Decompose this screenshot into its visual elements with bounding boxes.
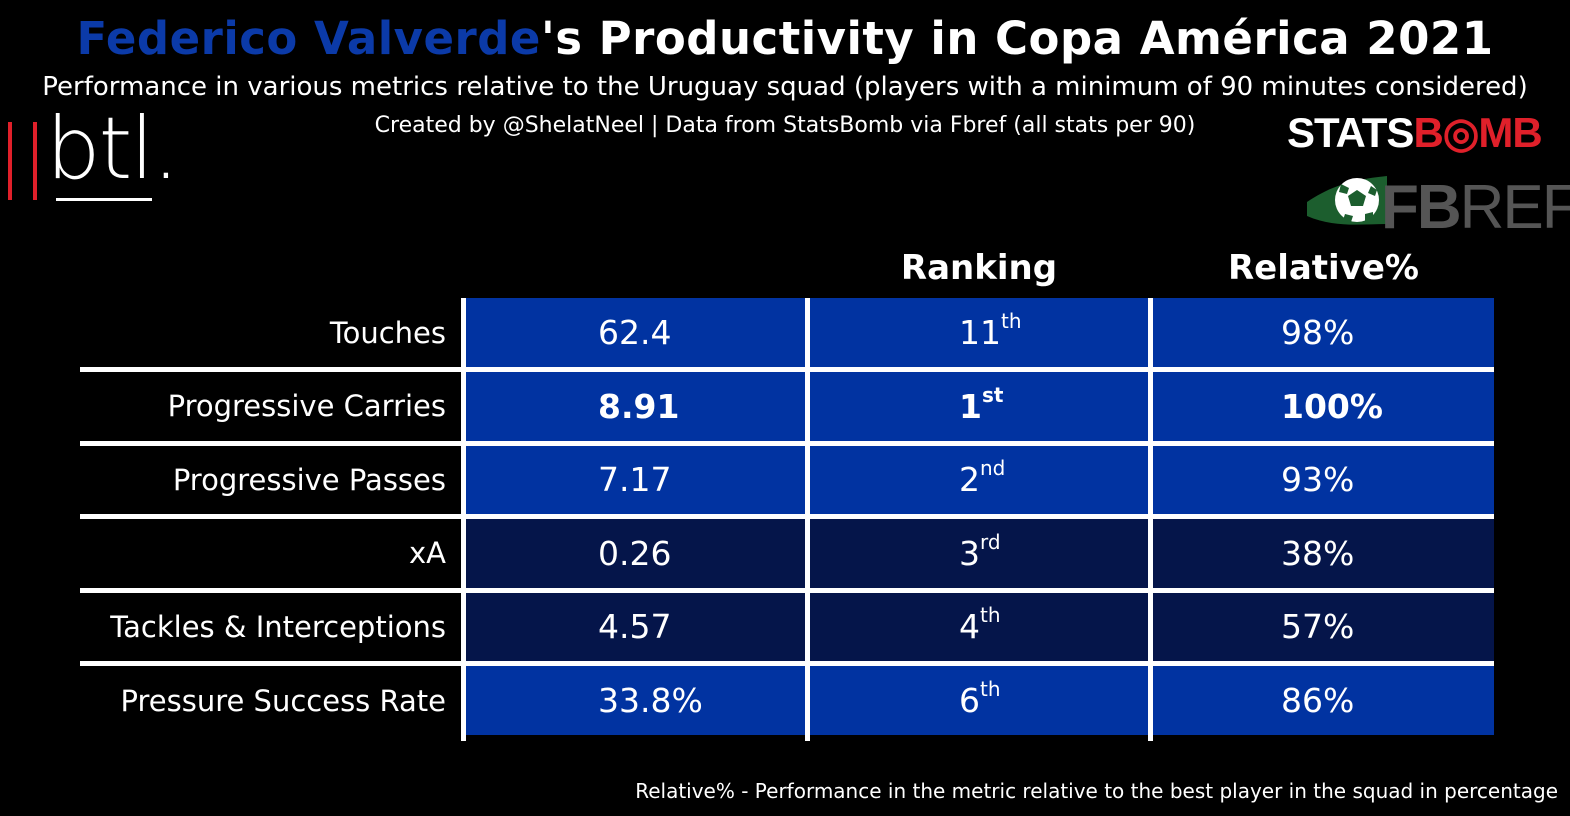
ranking-text: 11th — [809, 311, 1022, 352]
ranking-cell: 1st — [809, 371, 1149, 441]
ranking-suffix: th — [1001, 309, 1022, 333]
statsbomb-logo: STATSB◎MB — [1287, 108, 1543, 157]
column-separator — [1148, 298, 1153, 741]
table-row: xA 0.26 3rd 38% — [80, 518, 1494, 588]
ranking-suffix: th — [980, 603, 1001, 628]
metric-value: 4.57 — [598, 607, 672, 647]
fbref-logo-bold: FB — [1381, 173, 1462, 242]
relative-cell: 57% — [1153, 592, 1494, 662]
row-separator — [80, 367, 1494, 372]
ranking-suffix: nd — [980, 456, 1006, 481]
credit-line: Created by @ShelatNeel | Data from Stats… — [374, 113, 1196, 138]
relative-value: 38% — [1281, 533, 1355, 573]
ranking-cell: 4th — [809, 592, 1149, 662]
metric-label: Progressive Carries — [167, 389, 446, 424]
value-cell: 33.8% — [463, 666, 805, 735]
metric-value: 0.26 — [598, 533, 672, 573]
relative-value: 93% — [1281, 460, 1355, 500]
relative-cell: 98% — [1153, 298, 1494, 367]
relative-cell: 100% — [1153, 371, 1494, 441]
table-row: Tackles & Interceptions 4.57 4th 57% — [80, 592, 1494, 662]
statsbomb-logo-white: STATS — [1287, 109, 1414, 156]
ranking-number: 1 — [959, 386, 982, 426]
column-header-ranking: Ranking — [900, 248, 1058, 288]
ranking-suffix: th — [980, 677, 1001, 701]
fbref-logo-light: REF — [1459, 173, 1570, 242]
metric-value: 8.91 — [598, 386, 680, 426]
btl-logo: btl. — [8, 106, 180, 208]
ranking-suffix: rd — [980, 529, 1001, 554]
relative-value: 100% — [1281, 386, 1383, 426]
metric-value: 7.17 — [598, 460, 672, 500]
ranking-cell: 6th — [809, 666, 1149, 735]
ranking-text: 4th — [809, 605, 1001, 647]
ranking-text: 2nd — [809, 458, 1005, 500]
relative-cell: 93% — [1153, 445, 1494, 515]
chart-title: Federico Valverde's Productivity in Copa… — [0, 12, 1570, 65]
fbref-logo-text: FBREF — [1381, 172, 1570, 243]
table-row: Touches 62.4 11th 98% — [80, 298, 1494, 367]
chart-subtitle: Performance in various metrics relative … — [42, 72, 1528, 102]
footnote: Relative% - Performance in the metric re… — [635, 779, 1558, 803]
value-cell: 0.26 — [463, 518, 805, 588]
ranking-number: 3 — [959, 533, 980, 573]
metric-label: Tackles & Interceptions — [110, 609, 446, 644]
ranking-cell: 3rd — [809, 518, 1149, 588]
player-name: Federico Valverde — [76, 12, 541, 65]
column-separator — [461, 298, 466, 741]
row-separator — [80, 440, 1494, 446]
metric-label: Pressure Success Rate — [120, 683, 447, 718]
relative-value: 57% — [1281, 607, 1355, 647]
value-cell: 7.17 — [463, 445, 805, 515]
ranking-number: 4 — [959, 607, 980, 647]
relative-value: 86% — [1281, 681, 1355, 720]
column-header-relative: Relative% — [1227, 248, 1420, 288]
column-separator — [805, 298, 810, 741]
row-separator — [80, 514, 1494, 520]
statsbomb-logo-red: B◎MB — [1413, 109, 1542, 156]
row-separator — [80, 587, 1494, 593]
btl-logo-bar-1 — [8, 122, 12, 200]
ranking-text: 3rd — [809, 532, 1001, 573]
ranking-suffix: st — [981, 382, 1004, 407]
relative-value: 98% — [1281, 313, 1355, 352]
metric-label: xA — [408, 536, 446, 571]
btl-logo-underline — [56, 198, 152, 201]
ranking-text: 6th — [809, 679, 1001, 720]
ranking-cell: 11th — [809, 298, 1149, 367]
metric-label: Touches — [329, 315, 446, 350]
row-separator — [80, 661, 1494, 667]
ranking-number: 6 — [959, 681, 980, 720]
fbref-logo: FBREF — [1305, 170, 1570, 242]
table-row: Progressive Passes 7.17 2nd 93% — [80, 445, 1494, 515]
value-cell: 62.4 — [463, 298, 805, 367]
btl-logo-text: btl. — [46, 99, 180, 199]
ranking-cell: 2nd — [809, 445, 1149, 515]
title-rest: 's Productivity in Copa América 2021 — [540, 12, 1494, 65]
relative-cell: 38% — [1153, 518, 1494, 588]
metric-label: Progressive Passes — [172, 462, 446, 497]
relative-cell: 86% — [1153, 666, 1494, 735]
ranking-text: 1st — [809, 385, 1003, 426]
metric-value: 62.4 — [598, 313, 672, 352]
table-row: Progressive Carries 8.91 1st 100% — [80, 371, 1494, 441]
metric-value: 33.8% — [598, 681, 703, 720]
value-cell: 4.57 — [463, 592, 805, 662]
fbref-flag-icon — [1307, 176, 1387, 225]
btl-logo-bar-2 — [33, 122, 37, 200]
value-cell: 8.91 — [463, 371, 805, 441]
table-row: Pressure Success Rate 33.8% 6th 86% — [80, 666, 1494, 735]
ranking-number: 2 — [959, 460, 980, 500]
ranking-number: 11 — [959, 313, 1001, 352]
